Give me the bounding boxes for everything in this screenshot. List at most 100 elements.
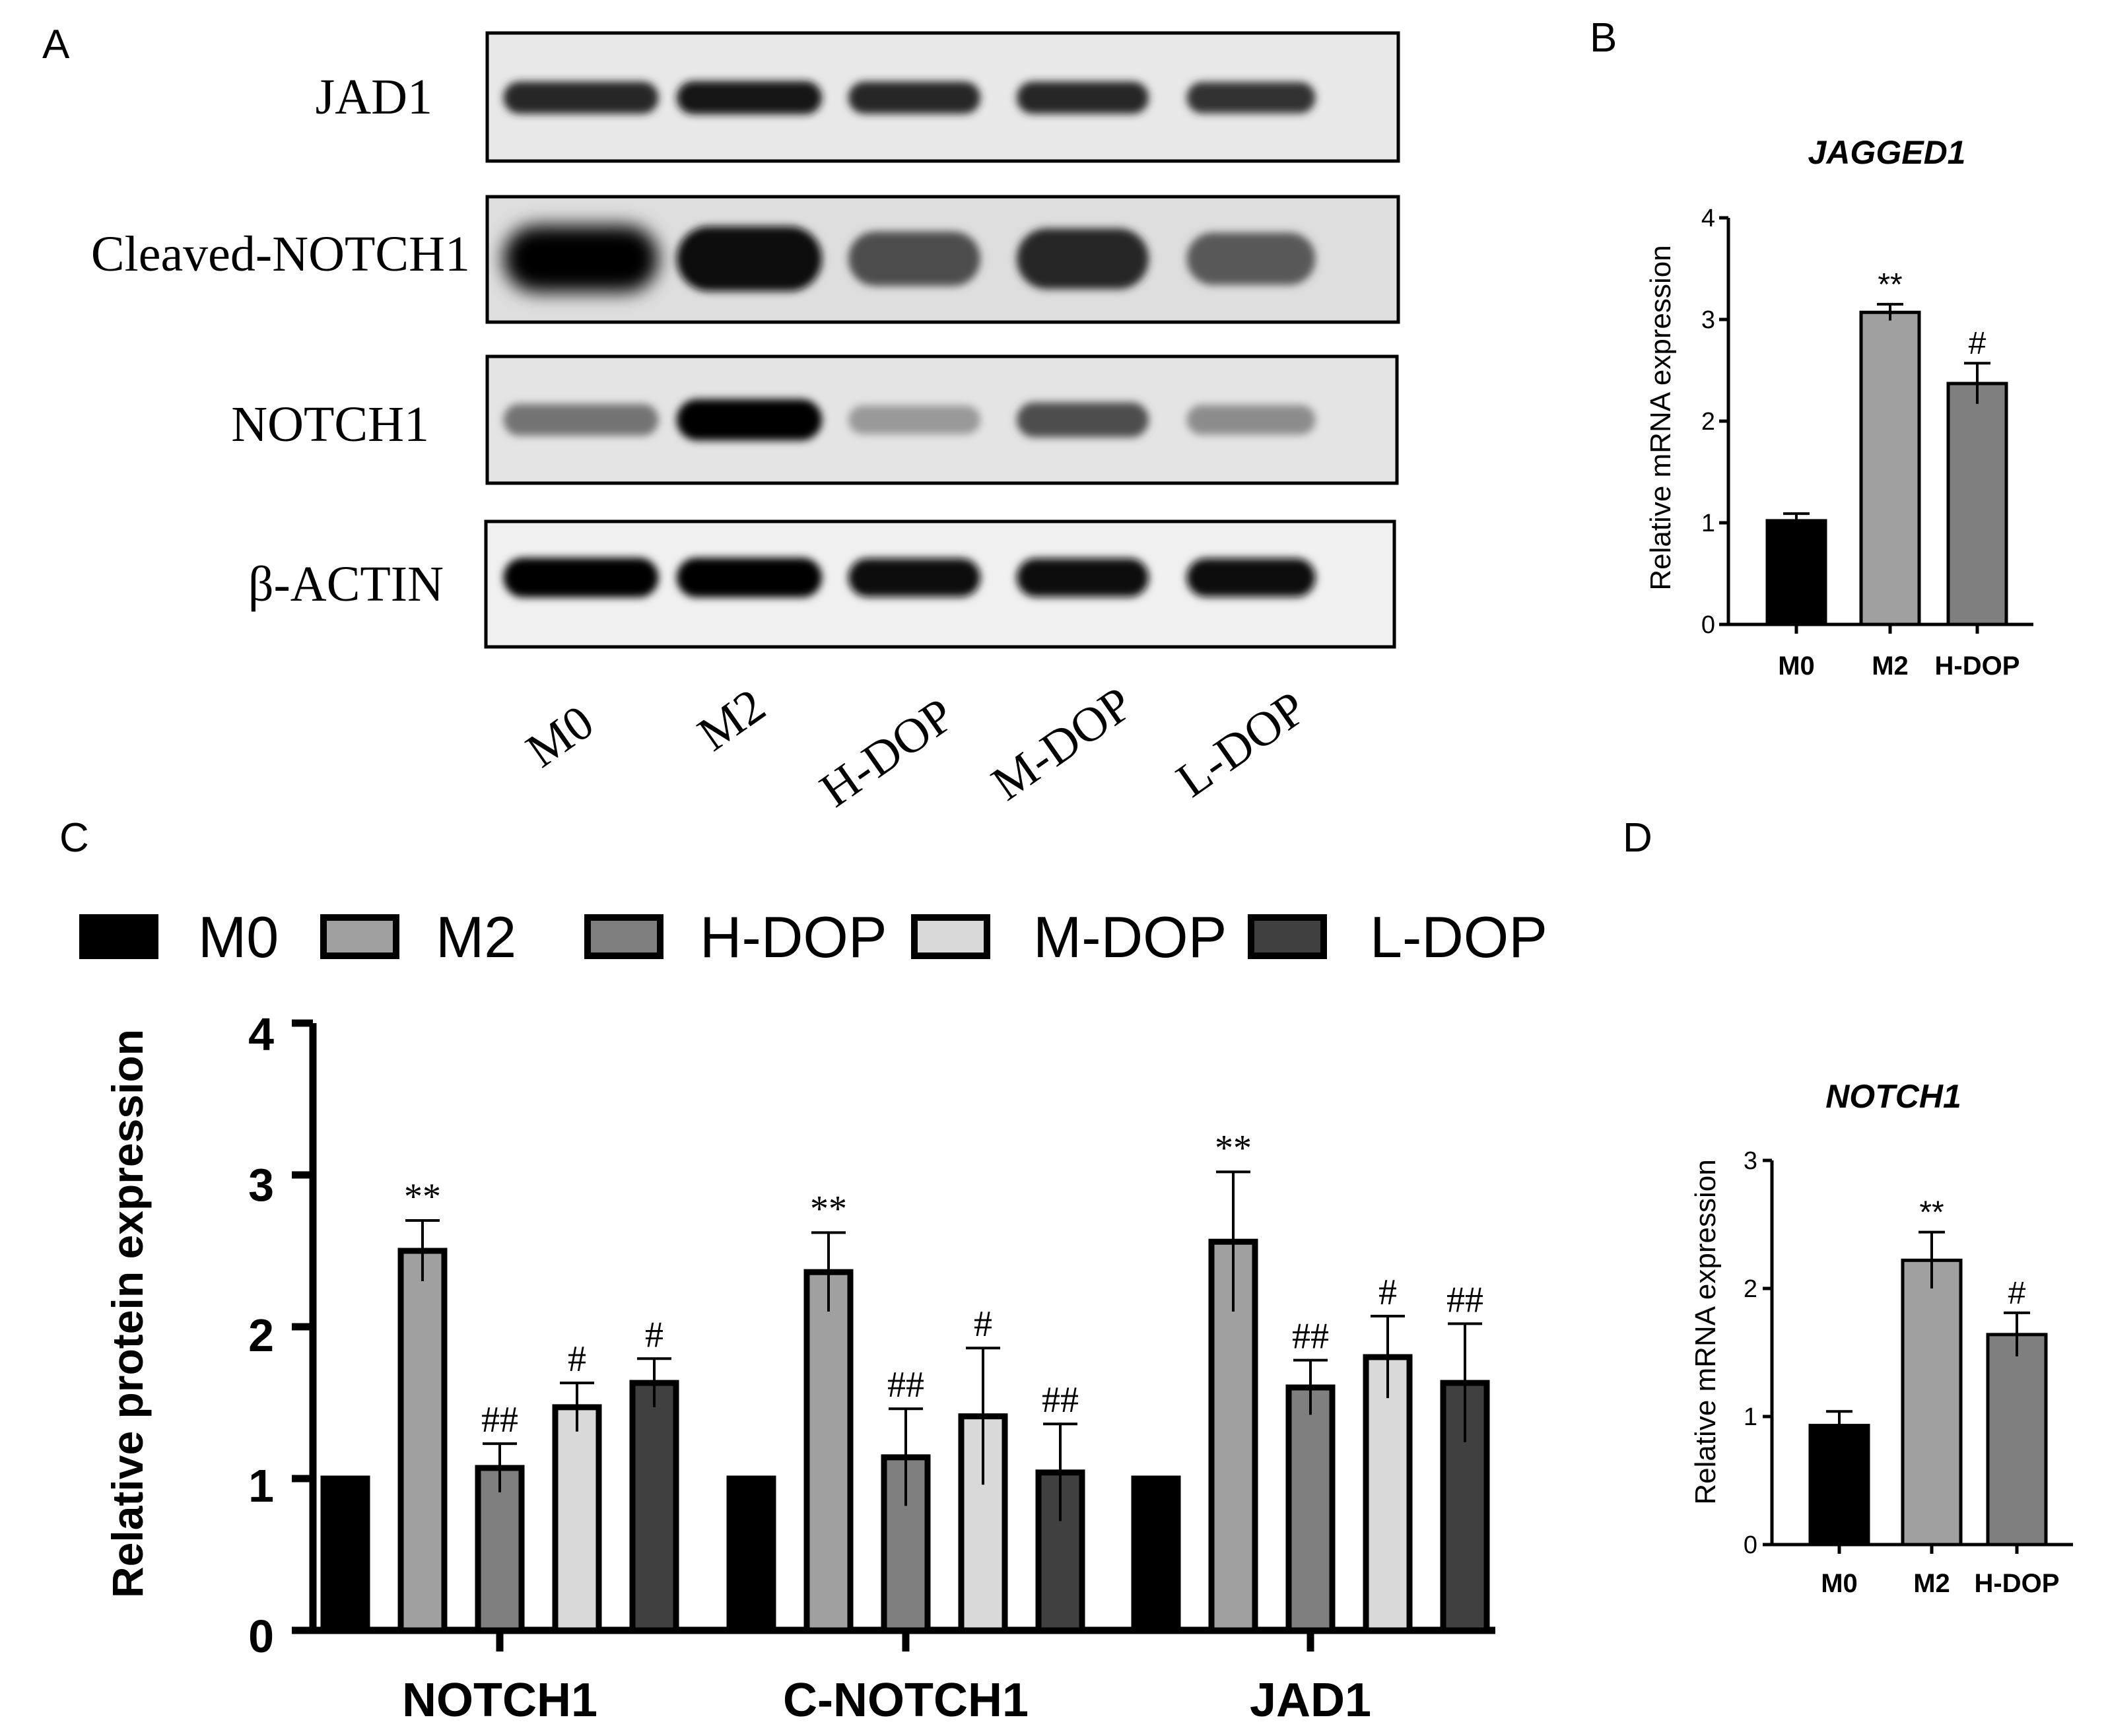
blot-band-notch1-m-dop	[1017, 402, 1149, 438]
chart-c-y-tick-label: 1	[248, 1460, 274, 1512]
blot-band-notch1-m0	[503, 403, 659, 436]
chart-b-significance-label-m2: **	[1878, 267, 1902, 302]
blot-lane-labels: M0 M2 H-DOP M-DOP L-DOP	[517, 677, 1316, 818]
chart-d-x-labels: M0 M2 H-DOP	[1821, 1569, 2059, 1598]
chart-b-x-labels: M0 M2 H-DOP	[1778, 651, 2020, 681]
blot-band-jad1-m0	[503, 81, 659, 114]
blot-band-actin-m-dop	[1017, 558, 1149, 597]
chart-c-significance-label-l-dop-c-notch1: ##	[1042, 1380, 1079, 1420]
panel-letter-a: A	[42, 22, 70, 67]
blot-bands-cleaved-notch1	[503, 225, 1316, 292]
chart-c-bar-m2-c-notch1	[803, 1269, 854, 1634]
chart-d-y-tick-label: 3	[1744, 1147, 1757, 1175]
blot-row-label-cleaved-notch1: Cleaved-NOTCH1	[91, 226, 470, 282]
chart-c-significance-label-h-dop-c-notch1: ##	[887, 1364, 924, 1405]
chart-c-y-tick-label: 2	[248, 1310, 274, 1361]
chart-d-x-tick-label: M0	[1821, 1569, 1858, 1598]
chart-d-bar-h-dop	[1986, 1333, 2048, 1547]
blot-band-jad1-l-dop	[1186, 82, 1316, 114]
chart-b-x-tick-label: M0	[1778, 651, 1815, 681]
chart-c-bar-m0-notch1	[320, 1475, 370, 1634]
chart-b-bar-m0	[1765, 519, 1827, 626]
chart-c-significance-label-l-dop-jad1: ##	[1446, 1279, 1483, 1320]
chart-d-significance-label-m2: **	[1919, 1195, 1944, 1230]
chart-c-bar-m0-jad1	[1131, 1475, 1181, 1634]
chart-b-y-tick-label: 3	[1701, 306, 1715, 334]
legend-label-l-dop: L-DOP	[1370, 904, 1547, 970]
blot-bands-notch1	[503, 399, 1316, 441]
chart-c-significance-label-m2-c-notch1: **	[810, 1188, 847, 1229]
blot-band-cleaved-notch1-m-dop	[1017, 228, 1149, 290]
western-blot-panel: JAD1 Cleaved-NOTCH1 NOTCH1 β-ACTIN M0 M2…	[91, 31, 1400, 818]
chart-c-significance-label-m-dop-jad1: #	[1378, 1272, 1397, 1313]
chart-b-x-tick-label: H-DOP	[1935, 651, 2020, 681]
legend-swatch-l-dop	[1248, 914, 1327, 959]
chart-c-x-tick-label: NOTCH1	[402, 1674, 597, 1727]
chart-d-title: NOTCH1	[1825, 1078, 1961, 1115]
blot-strip-actin	[484, 519, 1396, 649]
legend-swatch-m-dop	[911, 914, 990, 959]
blot-bands-jad1	[503, 81, 1316, 115]
chart-b-x-tick-label: M2	[1872, 651, 1909, 681]
chart-b-y-tick-label: 2	[1701, 408, 1715, 436]
chart-c-bar-m0-c-notch1	[726, 1475, 776, 1634]
chart-c-significance-label-m2-jad1: **	[1215, 1127, 1252, 1168]
chart-c-bar-m-dop-jad1	[1363, 1354, 1413, 1634]
blot-band-actin-m0	[503, 558, 659, 597]
legend-item-m-dop: M-DOP	[911, 904, 1227, 970]
chart-c-protein-expression: M0 M2 H-DOP M-DOP L-DOP Relative protein…	[79, 904, 1547, 1727]
panel-letter-b: B	[1590, 15, 1617, 61]
blot-lane-label-m2: M2	[689, 679, 775, 762]
chart-d-x-tick-label: H-DOP	[1975, 1569, 2060, 1598]
panel-letter-c: C	[59, 815, 89, 861]
blot-lane-label-m-dop: M-DOP	[982, 677, 1142, 811]
chart-c-significance-label-m-dop-notch1: #	[568, 1339, 586, 1380]
legend-label-h-dop: H-DOP	[700, 904, 887, 970]
chart-b-y-ticks: 0 1 2 3 4	[1701, 205, 1715, 639]
legend-item-l-dop: L-DOP	[1248, 904, 1547, 970]
chart-c-legend: M0 M2 H-DOP M-DOP L-DOP	[79, 904, 1547, 970]
blot-band-jad1-m-dop	[1017, 81, 1149, 114]
chart-b-bar-h-dop	[1946, 382, 2008, 626]
legend-item-h-dop: H-DOP	[584, 904, 887, 970]
chart-c-bar-m2-notch1	[397, 1248, 448, 1634]
chart-d-notch1-mrna: NOTCH1 Relative mRNA expression 0 1 2 3 …	[1689, 1078, 2073, 1598]
legend-label-m0: M0	[198, 904, 279, 970]
blot-strip-jad1	[485, 31, 1400, 163]
chart-c-y-tick-label: 3	[248, 1159, 274, 1211]
blot-row-labels: JAD1 Cleaved-NOTCH1 NOTCH1 β-ACTIN	[91, 69, 470, 612]
chart-d-bar-m0	[1808, 1424, 1870, 1547]
chart-c-significance-label-h-dop-jad1: ##	[1292, 1316, 1329, 1357]
blot-lane-label-h-dop: H-DOP	[811, 688, 964, 818]
blot-band-notch1-l-dop	[1186, 405, 1316, 435]
legend-swatch-h-dop	[584, 914, 663, 959]
chart-d-y-tick-label: 1	[1744, 1403, 1757, 1431]
blot-lane-label-l-dop: L-DOP	[1167, 681, 1316, 808]
panel-letter-d: D	[1623, 815, 1652, 861]
blot-band-actin-m2	[677, 558, 822, 597]
legend-label-m2: M2	[436, 904, 516, 970]
chart-c-significance-label-h-dop-notch1: ##	[481, 1399, 518, 1440]
chart-d-y-tick-label: 2	[1744, 1275, 1757, 1303]
blot-row-label-jad1: JAD1	[316, 69, 432, 125]
chart-b-bar-m2	[1859, 310, 1921, 626]
chart-d-bar-m2	[1901, 1258, 1963, 1547]
chart-c-significance-label-m2-notch1: **	[404, 1176, 441, 1217]
chart-b-significance-label-h-dop: #	[1969, 326, 1987, 361]
chart-b-jagged1-mrna: JAGGED1 Relative mRNA expression 0 1 2 3…	[1645, 134, 2033, 681]
chart-c-bar-h-dop-notch1	[475, 1465, 525, 1634]
chart-d-y-axis-label: Relative mRNA expression	[1689, 1159, 1722, 1504]
chart-b-y-tick-label: 0	[1701, 611, 1715, 639]
legend-item-m0: M0	[79, 904, 279, 970]
chart-b-y-axis-label: Relative mRNA expression	[1645, 245, 1677, 590]
blot-band-cleaved-notch1-m2	[677, 226, 822, 292]
chart-c-bar-m-dop-notch1	[552, 1404, 602, 1634]
legend-swatch-m2	[320, 914, 399, 959]
blot-strip-notch1	[485, 354, 1399, 485]
blot-band-cleaved-notch1-m0	[503, 225, 659, 292]
chart-c-bar-l-dop-notch1	[629, 1380, 679, 1634]
blot-strips	[484, 31, 1400, 649]
chart-c-x-tick-label: C-NOTCH1	[783, 1674, 1029, 1727]
blot-band-cleaved-notch1-h-dop	[848, 231, 980, 286]
